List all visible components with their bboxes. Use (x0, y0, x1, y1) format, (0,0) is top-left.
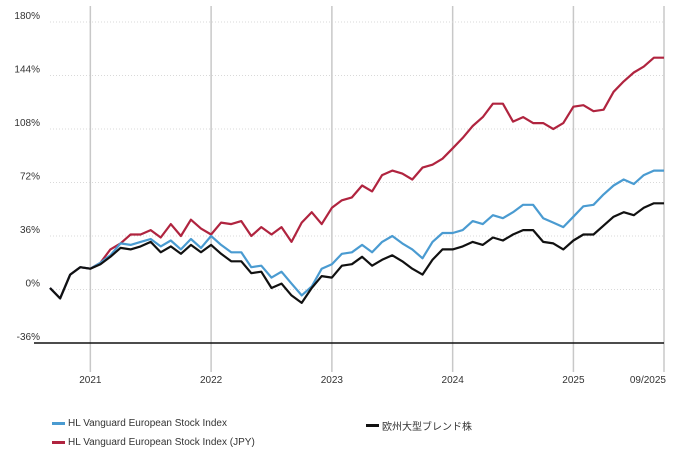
y-tick-label: 72% (20, 172, 40, 183)
y-tick-label: 108% (14, 118, 40, 129)
x-tick-label: 2023 (321, 375, 344, 386)
vertical-grid-lines (89, 6, 665, 372)
legend-label: 欧州大型ブレンド株 (382, 422, 472, 433)
legend-swatch-red (52, 441, 65, 444)
legend-item-benchmark: 欧州大型ブレンド株 (366, 418, 472, 433)
horizontal-grid-lines (50, 21, 664, 290)
series-line-0 (49, 169, 664, 300)
legend-item-hl-vanguard: HL Vanguard European Stock Index (52, 418, 227, 429)
legend-swatch-black (366, 424, 379, 427)
y-tick-label: 36% (20, 225, 40, 236)
x-axis-tick-labels: 2021 2022 2023 2024 2025 09/2025 (79, 375, 666, 386)
x-tick-label: 2022 (200, 375, 223, 386)
legend-label: HL Vanguard European Stock Index (68, 418, 227, 429)
y-tick-label: -36% (17, 332, 40, 343)
y-tick-label: 0% (26, 279, 41, 290)
x-tick-label: 2025 (562, 375, 585, 386)
legend-label: HL Vanguard European Stock Index (JPY) (68, 437, 255, 448)
x-tick-label: 09/2025 (630, 375, 667, 386)
x-tick-label: 2021 (79, 375, 102, 386)
series-line-1 (49, 56, 664, 300)
x-tick-label: 2024 (442, 375, 465, 386)
y-axis-tick-labels: 180% 144% 108% 72% 36% 0% -36% (14, 11, 40, 343)
series-line-2 (49, 202, 664, 304)
legend-swatch-blue (52, 422, 65, 425)
legend-item-hl-vanguard-jpy: HL Vanguard European Stock Index (JPY) (52, 437, 255, 448)
y-tick-label: 144% (14, 65, 40, 76)
series-lines (49, 56, 664, 304)
y-tick-label: 180% (14, 11, 40, 22)
